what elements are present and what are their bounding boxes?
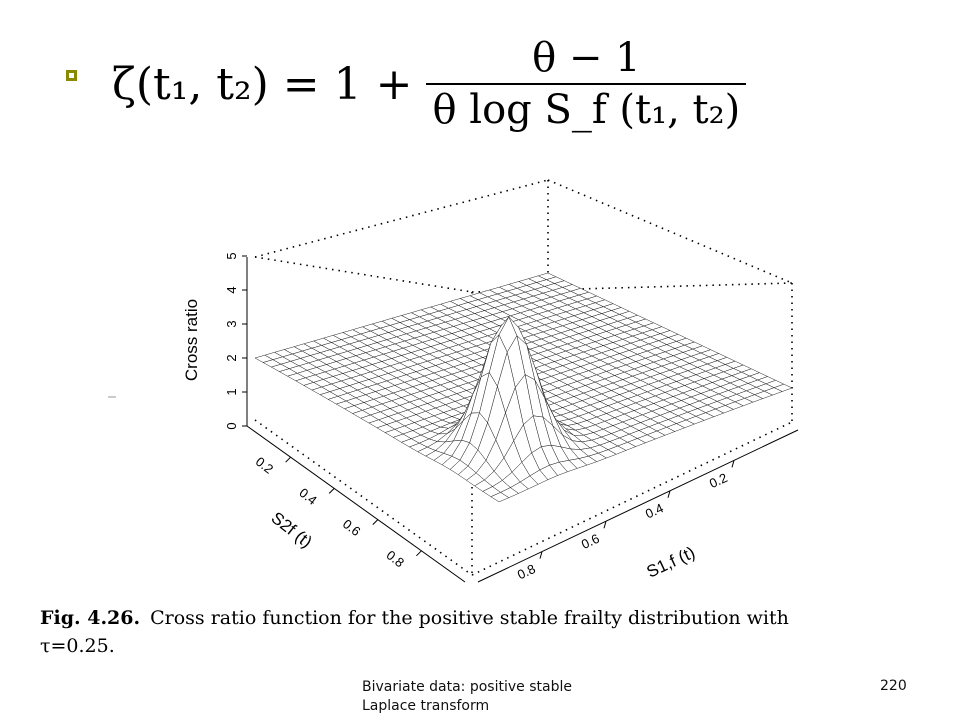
- x-tick-label: 0.4: [643, 500, 666, 521]
- z-tick-label: 2: [224, 354, 239, 361]
- y-tick: [416, 550, 422, 557]
- z-axis: 0 1 2 3 4 5: [224, 252, 248, 430]
- surface-mesh: [254, 272, 793, 503]
- z-axis-label: Cross ratio: [182, 299, 201, 381]
- x-tick: [539, 551, 543, 559]
- y-axis-line: [246, 425, 466, 583]
- formula-numerator: θ − 1: [532, 35, 641, 81]
- z-tick-label: 4: [224, 286, 239, 293]
- x-tick: [731, 460, 735, 468]
- x-tick-label: 0.2: [707, 470, 730, 491]
- z-tick-label: 3: [224, 320, 239, 327]
- box-edge: [254, 419, 473, 576]
- fraction-bar: [426, 83, 747, 85]
- y-tick-label: 0.6: [340, 516, 363, 539]
- footer-title: Bivariate data: positive stable Laplace …: [362, 679, 572, 714]
- formula-fraction: θ − 1 θ log S_f (t₁, t₂): [426, 35, 747, 133]
- page-number: 220: [880, 678, 907, 694]
- y-tick: [285, 456, 291, 463]
- z-tick-label: 0: [224, 422, 239, 429]
- x-tick: [667, 490, 671, 498]
- y-tick: [328, 488, 335, 494]
- caption-text: Cross ratio function for the positive st…: [40, 607, 789, 657]
- x-axis-label: S1,f (t): [644, 543, 698, 582]
- y-tick-label: 0.4: [296, 485, 319, 508]
- box-edge: [254, 179, 549, 258]
- y-tick-label: 0.2: [253, 454, 276, 477]
- bullet-icon: [66, 70, 77, 81]
- formula-denominator: θ log S_f (t₁, t₂): [432, 87, 741, 133]
- surface-facet: [490, 492, 510, 503]
- figure-caption: Fig. 4.26. Cross ratio function for the p…: [40, 604, 860, 660]
- z-tick-label: 1: [224, 388, 239, 395]
- x-axis: 0.2 0.4 0.6 0.8: [477, 429, 799, 583]
- x-tick: [603, 521, 607, 529]
- box-edge: [547, 179, 793, 284]
- y-tick: [372, 519, 379, 525]
- x-tick-label: 0.8: [515, 561, 538, 582]
- y-tick-label: 0.8: [384, 547, 407, 570]
- formula-lhs: ζ(t₁, t₂) = 1 +: [112, 58, 413, 110]
- cross-ratio-formula: ζ(t₁, t₂) = 1 + θ − 1 θ log S_f (t₁, t₂): [112, 34, 747, 134]
- box-edge: [254, 256, 473, 293]
- x-tick-label: 0.6: [579, 531, 602, 552]
- x-axis-line: [477, 429, 799, 583]
- y-axis-label: S2f (t): [268, 508, 316, 551]
- figure-label: Fig. 4.26.: [40, 607, 141, 629]
- z-tick-label: 5: [224, 252, 239, 259]
- box-edge: [471, 421, 793, 576]
